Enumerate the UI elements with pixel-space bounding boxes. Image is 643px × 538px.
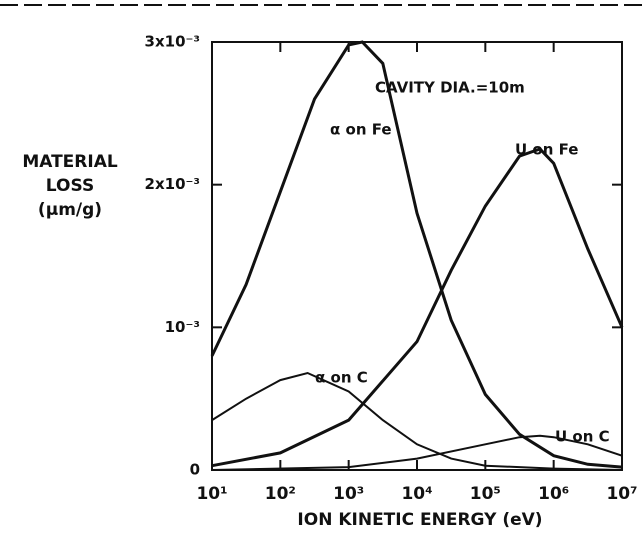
x-tick-label: 10¹: [196, 484, 227, 504]
curve: [211, 434, 623, 471]
x-tick-label: 10⁵: [470, 484, 501, 504]
curve: [210, 40, 623, 469]
x-axis-label: ION KINETIC ENERGY (eV): [297, 510, 542, 530]
curve: [211, 371, 623, 471]
y-tick-label: 3x10⁻³: [145, 33, 200, 51]
y-axis-label: LOSS: [46, 176, 94, 196]
curve: [211, 147, 624, 468]
annotation: CAVITY DIA.=10m: [375, 79, 525, 97]
y-tick-label: 0: [190, 461, 200, 479]
y-tick-label: 2x10⁻³: [145, 175, 200, 193]
x-tick-label: 10⁴: [401, 484, 432, 504]
x-tick-label: 10⁶: [538, 484, 569, 504]
curve-label: α on C: [315, 369, 368, 387]
plot-frame: [211, 41, 623, 471]
curve-label: α on Fe: [330, 121, 392, 139]
x-tick-label: 10²: [265, 484, 296, 504]
y-axis-label: MATERIAL: [22, 152, 118, 172]
x-tick-label: 10³: [333, 484, 364, 504]
x-tick-label: 10⁷: [606, 484, 637, 504]
y-tick-label: 10⁻³: [165, 318, 200, 336]
curve-label: U on Fe: [515, 141, 578, 159]
y-axis-label: (μm/g): [38, 200, 102, 220]
curve-label: U on C: [555, 428, 610, 446]
